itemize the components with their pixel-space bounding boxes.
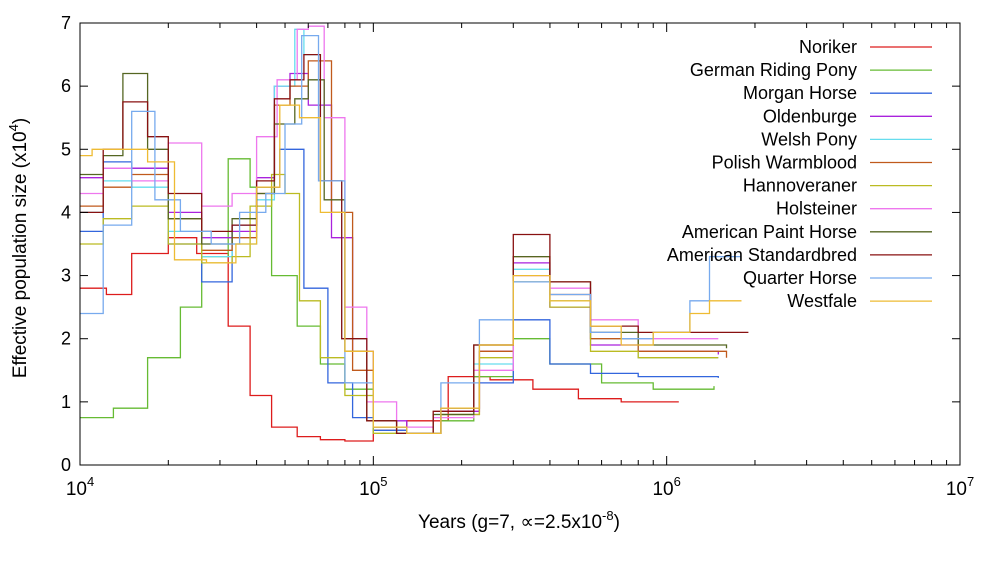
- legend-label-german-riding-pony: German Riding Pony: [690, 60, 857, 80]
- x-tick-label: 104: [66, 474, 94, 500]
- legend-label-westfale: Westfale: [787, 291, 857, 311]
- legend-label-american-paint-horse: American Paint Horse: [682, 222, 857, 242]
- y-tick-label: 7: [61, 13, 71, 33]
- y-tick-label: 2: [61, 329, 71, 349]
- x-tick-label: 106: [652, 474, 680, 500]
- legend: Noriker German Riding Pony Morgan Horse Old…: [667, 37, 932, 311]
- y-tick-label: 5: [61, 139, 71, 159]
- legend-label-polish-warmblood: Polish Warmblood: [712, 153, 857, 173]
- y-axis-label: Effective population size (x104): [6, 118, 31, 378]
- series-line-american-standardbred: [80, 53, 749, 435]
- x-tick-label: 107: [946, 474, 974, 500]
- series-line-oldenburge: [80, 72, 719, 435]
- legend-label-noriker: Noriker: [799, 37, 857, 57]
- y-tick-label: 3: [61, 266, 71, 286]
- legend-label-welsh-pony: Welsh Pony: [761, 129, 857, 149]
- series-line-holsteiner: [80, 25, 719, 428]
- y-tick-label: 4: [61, 202, 71, 222]
- y-axis-label-sup: 4: [6, 124, 21, 131]
- series-line-westfale: [80, 104, 742, 435]
- y-tick-label: 0: [61, 455, 71, 475]
- legend-label-hannoveraner: Hannoveraner: [743, 176, 857, 196]
- x-axis-label: Years (g=7, ∝=2.5x10-8): [418, 508, 620, 533]
- x-axis-label-sup: -8: [602, 508, 614, 523]
- series-line-quarter-horse: [80, 34, 742, 435]
- legend-label-holsteiner: Holsteiner: [776, 199, 857, 219]
- legend-label-quarter-horse: Quarter Horse: [743, 268, 857, 288]
- legend-label-american-standardbred: American Standardbred: [667, 245, 857, 265]
- series-line-hannoveraner: [80, 173, 719, 435]
- ticks-layer: 0 1 2 3 4 5 6 7 104 105 106 107: [61, 13, 974, 500]
- series-line-american-paint-horse: [80, 72, 728, 435]
- series-line-polish-warmblood: [80, 60, 728, 435]
- series-line-morgan-horse: [80, 148, 719, 435]
- y-tick-label: 6: [61, 76, 71, 96]
- series-line-noriker: [80, 237, 679, 442]
- plot-frame: [79, 22, 961, 466]
- series-layer: [80, 25, 749, 442]
- x-tick-label: 105: [359, 474, 387, 500]
- legend-label-oldenburge: Oldenburge: [763, 106, 857, 126]
- legend-label-morgan-horse: Morgan Horse: [743, 83, 857, 103]
- y-tick-label: 1: [61, 392, 71, 412]
